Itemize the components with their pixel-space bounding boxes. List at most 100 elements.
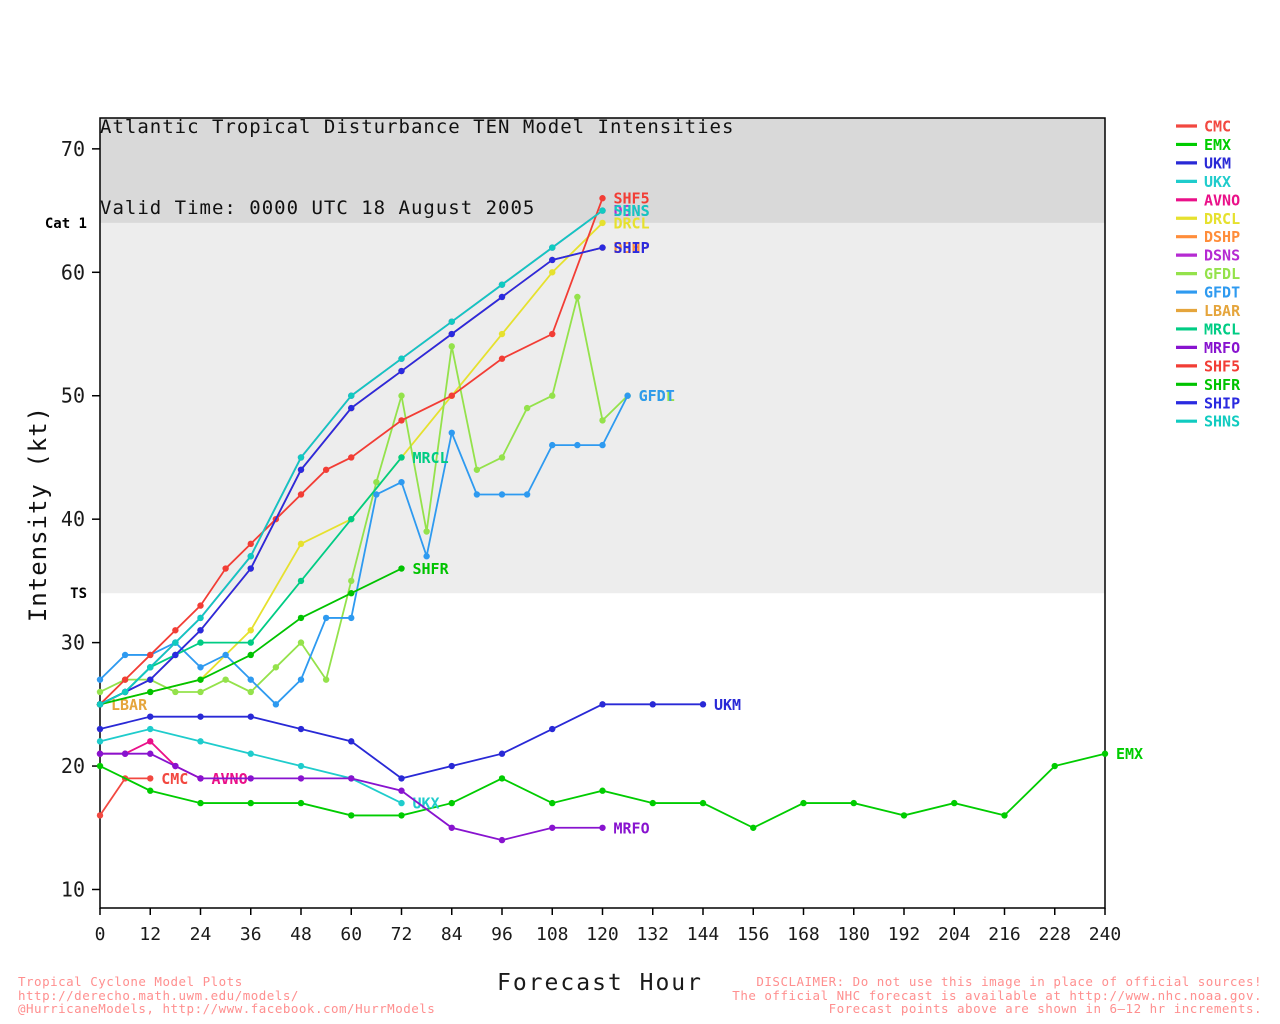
footer-credit-line3: @HurricaneModels, http://www.facebook.co…	[18, 1001, 436, 1016]
series-point-UKM	[649, 701, 656, 708]
intensity-band-cat-1	[100, 118, 1105, 223]
series-point-GFDL	[297, 639, 305, 646]
series-point-MRFO	[96, 750, 104, 757]
series-point-GFDT	[498, 491, 506, 498]
y-tick-label: 40	[61, 507, 85, 531]
series-point-UKM	[498, 750, 506, 757]
series-point-EMX	[599, 787, 606, 794]
x-tick-label: 168	[787, 924, 820, 945]
series-label-GFDL: GFDL	[639, 387, 675, 405]
series-point-SHF5	[498, 355, 506, 362]
series-point-SHIP	[147, 676, 154, 683]
series-point-GFDL	[599, 417, 606, 424]
x-tick-label: 108	[536, 924, 569, 945]
x-tick-label: 216	[988, 924, 1021, 945]
series-point-GFDT	[624, 392, 631, 399]
x-tick-label: 36	[240, 924, 262, 945]
series-point-UKM	[96, 725, 104, 733]
series-point-GFDL	[523, 404, 531, 412]
series-point-UKX	[96, 738, 104, 745]
series-point-EMX	[1001, 812, 1008, 819]
threshold-label-cat-1: Cat 1	[45, 216, 87, 232]
series-point-GFDT	[574, 441, 581, 449]
series-point-UKM	[398, 775, 405, 782]
series-label-GFDT: GFDT	[639, 387, 675, 405]
series-point-GFDL	[322, 676, 330, 683]
series-point-SHIP	[498, 293, 506, 301]
footer-disclaimer-line1: DISCLAIMER: Do not use this image in pla…	[756, 974, 1262, 989]
series-point-MRFO	[398, 787, 405, 794]
y-tick-label: 70	[61, 137, 85, 161]
series-label-LBAR: LBAR	[111, 696, 148, 714]
series-point-GFDL	[498, 454, 506, 461]
legend-label-SHF5: SHF5	[1204, 357, 1240, 375]
series-point-GFDT	[373, 491, 380, 498]
series-point-DRCL	[599, 219, 606, 227]
series-point-SHNS	[599, 207, 606, 214]
footer-credit: Tropical Cyclone Model Plots http://dere…	[18, 975, 435, 1016]
series-point-EMX	[951, 799, 958, 807]
x-tick-label: 12	[139, 924, 161, 945]
series-point-SHNS	[498, 281, 506, 288]
series-point-MRCL	[247, 639, 254, 646]
x-tick-label: 132	[636, 924, 669, 945]
series-point-SHNS	[448, 318, 455, 325]
x-tick-label: 144	[687, 924, 720, 945]
x-tick-label: 192	[888, 924, 921, 945]
footer-disclaimer-line2: The official NHC forecast is available a…	[732, 987, 1262, 1003]
series-point-UKX	[197, 738, 204, 745]
series-point-UKM	[448, 762, 455, 770]
x-tick-label: 96	[491, 924, 513, 945]
series-point-GFDT	[549, 441, 556, 449]
legend-label-CMC: CMC	[1204, 118, 1231, 136]
x-tick-label: 156	[737, 924, 770, 945]
series-label-SHNS: SHNS	[614, 202, 650, 220]
series-point-GFDT	[96, 676, 104, 683]
series-point-SHNS	[197, 614, 204, 622]
series-point-EMX	[297, 799, 305, 807]
series-point-UKM	[147, 713, 154, 720]
series-line-CMC	[99, 777, 151, 816]
series-point-EMX	[448, 799, 455, 807]
series-point-GFDL	[172, 688, 179, 696]
series-point-DRCL	[498, 330, 506, 338]
series-line-GFDL	[99, 296, 629, 694]
series-point-SHNS	[348, 392, 355, 399]
series-point-GFDT	[322, 614, 330, 622]
series-point-SHNS	[121, 688, 129, 696]
series-label-CMC: CMC	[161, 770, 188, 788]
series-point-UKX	[297, 762, 305, 770]
series-point-EMX	[850, 799, 857, 807]
series-point-GFDT	[297, 676, 305, 683]
series-point-SHFR	[398, 565, 405, 572]
series-point-SHNS	[147, 664, 154, 671]
series-point-UKX	[247, 750, 254, 757]
series-point-MRCL	[197, 639, 204, 646]
series-point-GFDT	[272, 701, 280, 708]
series-point-EMX	[1101, 750, 1109, 757]
chart-title: Atlantic Tropical Disturbance TEN Model …	[100, 60, 734, 276]
series-label-SHF5: SHF5	[614, 190, 650, 208]
series-point-EMX	[498, 775, 506, 782]
legend-label-SHFR: SHFR	[1204, 376, 1241, 394]
series-point-MRFO	[448, 824, 455, 831]
y-tick-label: 20	[61, 754, 85, 778]
series-point-SHNS	[96, 701, 104, 708]
series-point-DRCL	[549, 269, 556, 276]
series-point-EMX	[147, 787, 154, 794]
series-point-GFDT	[448, 429, 455, 436]
x-axis-title: Forecast Hour	[496, 970, 703, 996]
x-tick-label: 204	[938, 924, 971, 945]
series-point-EMX	[247, 799, 254, 807]
series-line-UKM	[99, 703, 703, 780]
series-point-SHIP	[172, 651, 179, 659]
series-point-SHNS	[247, 553, 254, 560]
series-point-SHIP	[247, 565, 254, 572]
series-point-GFDL	[222, 676, 229, 683]
series-point-MRFO	[297, 775, 305, 782]
series-point-EMX	[800, 799, 807, 807]
threshold-label-ts: TS	[70, 586, 87, 602]
series-point-EMX	[1051, 762, 1058, 770]
series-point-SHF5	[197, 602, 204, 609]
series-point-MRFO	[197, 775, 204, 782]
